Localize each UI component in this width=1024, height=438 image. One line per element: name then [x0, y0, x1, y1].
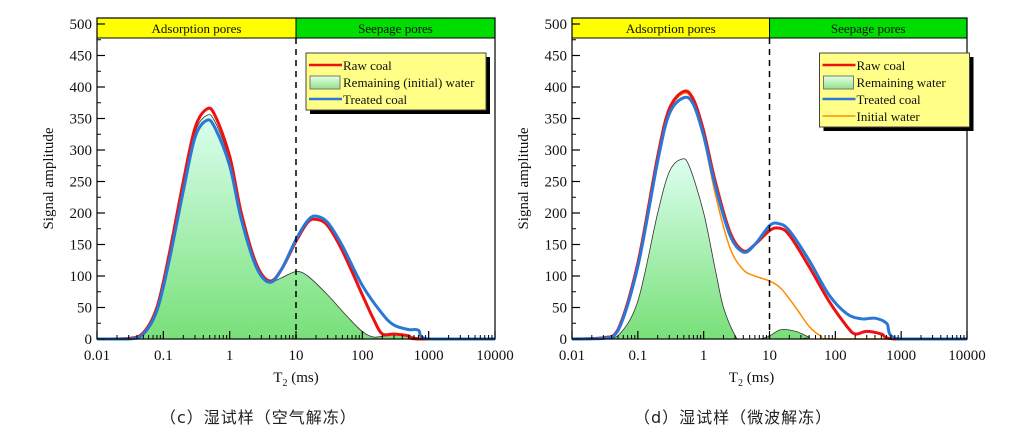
x-tick-label: 10	[762, 348, 777, 364]
y-tick-label: 50	[77, 301, 92, 317]
band-label: Seepage pores	[358, 21, 433, 36]
caption-c: （c）湿试样（空气解冻）	[160, 408, 357, 427]
y-tick-label: 100	[70, 269, 93, 285]
y-tick-label: 150	[70, 238, 93, 254]
series-line-treated	[97, 118, 495, 341]
legend-label: Remaining water	[857, 75, 947, 90]
y-tick-label: 250	[545, 175, 568, 191]
x-tick-label: 1000	[414, 348, 444, 364]
x-tick-label: 10000	[948, 348, 986, 364]
x-tick-label: 100	[824, 348, 847, 364]
band-label: Adsorption pores	[152, 21, 242, 36]
y-axis-label: Signal amplitude	[41, 127, 57, 229]
x-tick-label: 0.01	[559, 348, 585, 364]
x-tick-label: 1000	[886, 348, 916, 364]
legend-label: Treated coal	[343, 92, 408, 107]
panel-d: Adsorption pores Seepage pores 0 50 100 150 20…	[516, 17, 986, 389]
y-tick-label: 500	[545, 17, 568, 33]
y-tick-label: 400	[545, 80, 568, 96]
legend: Raw coal Remaining water Treated coal Initi…	[819, 52, 974, 131]
x-tick-label: 1	[226, 348, 234, 364]
x-tick-label: 10	[289, 348, 304, 364]
y-tick-label: 400	[70, 80, 93, 96]
y-tick-label: 250	[70, 175, 93, 191]
x-axis-label: T2 (ms)	[729, 370, 774, 389]
y-tick-label: 350	[70, 112, 93, 128]
legend-swatch-fill	[309, 75, 341, 90]
y-axis-label: Signal amplitude	[516, 127, 532, 229]
x-tick-label: 10000	[476, 348, 514, 364]
y-tick-label: 100	[545, 269, 568, 285]
y-tick-label: 500	[70, 17, 93, 33]
y-tick-label: 150	[545, 238, 568, 254]
y-tick-label: 0	[560, 332, 568, 348]
y-tick-label: 0	[85, 332, 93, 348]
x-tick-label: 0.1	[628, 348, 647, 364]
caption-d: （d）湿试样（微波解冻）	[634, 408, 833, 427]
panel-c: Adsorption pores Seepage pores 0 50 100 150 20…	[41, 17, 514, 389]
legend-label: Initial water	[857, 109, 921, 124]
x-axis-label: T2 (ms)	[273, 370, 318, 389]
y-tick-label: 450	[545, 49, 568, 65]
legend-swatch-fill	[823, 75, 854, 90]
y-tick-label: 200	[545, 206, 568, 222]
band-label: Seepage pores	[831, 21, 906, 36]
series-fill-remaining-water	[572, 158, 967, 340]
band-label: Adsorption pores	[626, 21, 716, 36]
legend-label: Treated coal	[857, 92, 922, 107]
legend-label: Remaining (initial) water	[343, 75, 475, 90]
y-tick-label: 300	[545, 143, 568, 159]
y-tick-label: 300	[70, 143, 93, 159]
legend-label: Raw coal	[343, 58, 392, 73]
y-tick-label: 200	[70, 206, 93, 222]
y-tick-label: 450	[70, 49, 93, 65]
x-tick-label: 0.1	[154, 348, 173, 364]
x-tick-label: 100	[351, 348, 374, 364]
series-line-treated	[571, 95, 967, 341]
x-tick-label: 0.01	[84, 348, 110, 364]
legend-label: Raw coal	[857, 58, 906, 73]
y-tick-label: 50	[552, 301, 567, 317]
y-tick-label: 350	[545, 112, 568, 128]
x-tick-label: 1	[700, 348, 708, 364]
legend: Raw coal Remaining (initial) water Treated…	[305, 52, 490, 114]
